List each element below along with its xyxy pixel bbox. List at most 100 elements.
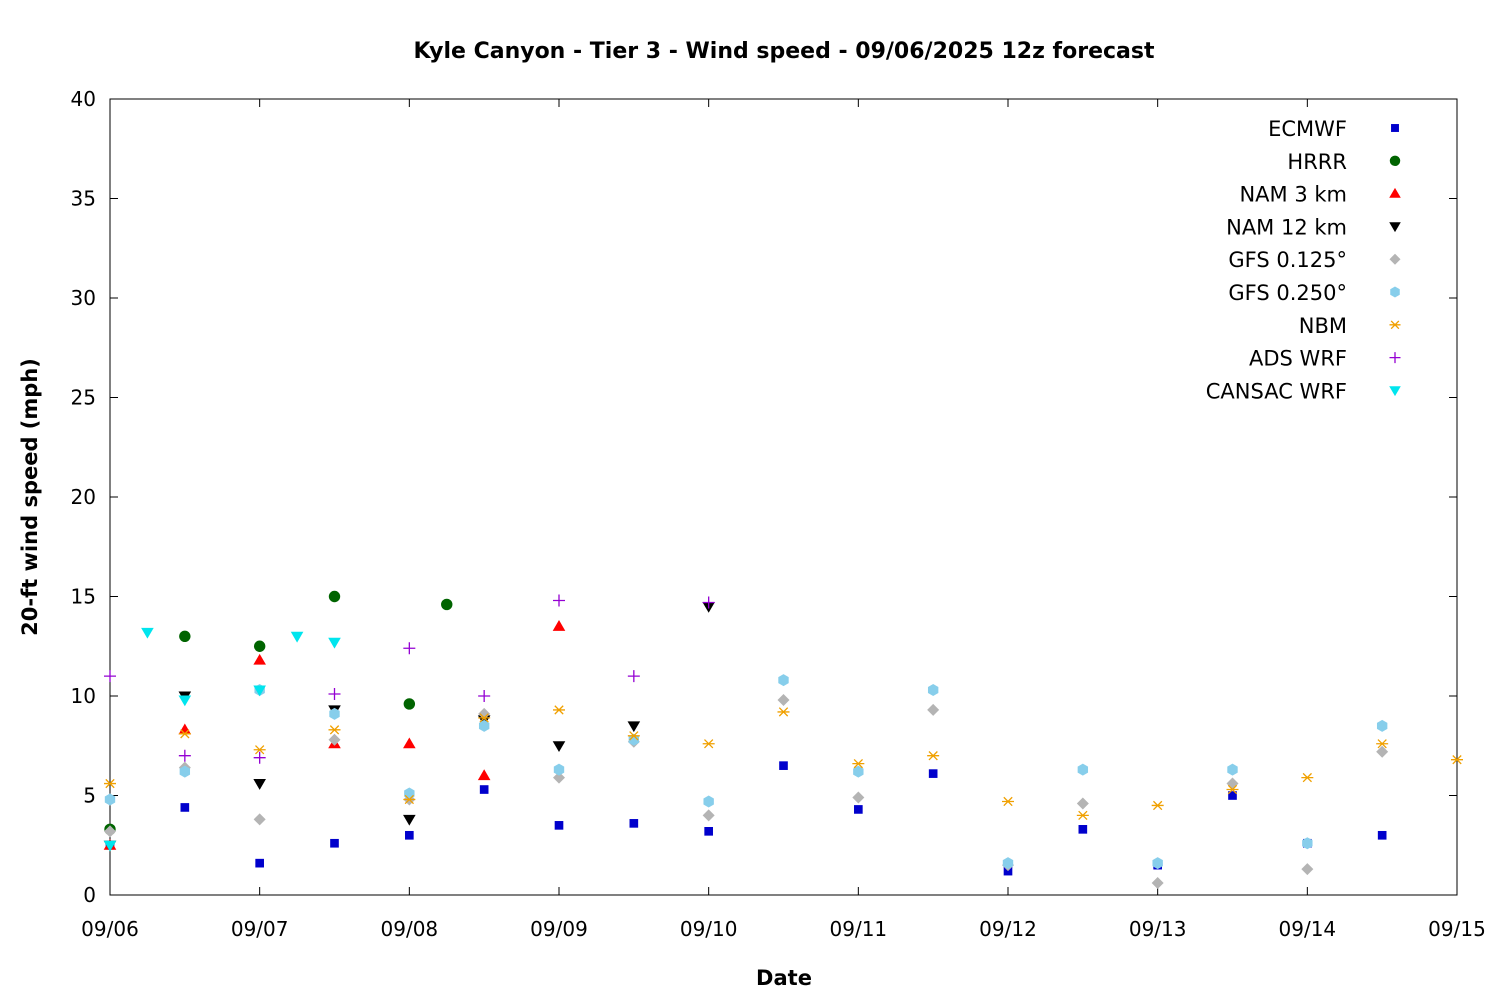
data-point [141, 627, 154, 639]
data-point [702, 596, 715, 609]
data-point [178, 729, 191, 739]
data-point [1226, 784, 1239, 795]
x-tick-label: 09/14 [1279, 917, 1337, 941]
legend-marker [1389, 320, 1401, 330]
data-point [552, 741, 566, 753]
data-point [253, 813, 266, 826]
data-point [553, 705, 565, 715]
data-point [103, 840, 117, 852]
y-tick-label: 0 [83, 883, 96, 907]
data-point [927, 684, 939, 697]
data-point [1227, 763, 1238, 776]
data-point [1376, 719, 1388, 732]
data-point [478, 713, 491, 723]
legend-marker [1389, 352, 1401, 364]
legend-label: NAM 12 km [1226, 215, 1347, 239]
data-point [853, 765, 864, 778]
legend-label: HRRR [1287, 150, 1347, 174]
data-point [1228, 791, 1237, 800]
legend-marker [1389, 386, 1401, 397]
data-point [329, 707, 340, 720]
legend-label: ADS WRF [1249, 347, 1347, 371]
data-point [403, 737, 416, 749]
legend: ECMWF HRRR NAM 3 km NAM 12 km GFS 0.125° GFS … [1206, 117, 1401, 403]
data-point [852, 791, 865, 804]
data-point [253, 745, 266, 755]
data-point [328, 637, 341, 649]
chart-title: Kyle Canyon - Tier 3 - Wind speed - 09/0… [413, 39, 1155, 64]
data-point [779, 761, 788, 770]
data-point [1377, 830, 1387, 840]
data-point [628, 733, 640, 746]
data-point [1376, 739, 1389, 749]
x-tick-label: 09/13 [1129, 917, 1187, 941]
data-point [1302, 837, 1313, 850]
data-point [180, 803, 190, 812]
data-point [178, 723, 192, 735]
data-point [1152, 857, 1163, 870]
data-point [479, 785, 489, 794]
series-8 [103, 627, 341, 852]
legend-marker [1390, 286, 1400, 298]
y-tick-label: 35 [71, 187, 96, 211]
legend-marker [1389, 222, 1401, 233]
data-point [927, 751, 940, 761]
data-point [1151, 800, 1164, 811]
data-point [553, 771, 565, 784]
legend-label: NAM 3 km [1239, 183, 1347, 207]
data-point [1226, 777, 1239, 790]
data-point [328, 733, 341, 746]
series-0 [105, 761, 1387, 876]
data-point [405, 830, 414, 840]
data-point [1077, 763, 1089, 776]
data-point [290, 631, 304, 643]
data-point [253, 779, 266, 790]
y-axis-label: 20-ft wind speed (mph) [18, 358, 42, 636]
data-point [104, 670, 116, 683]
series-3 [103, 601, 715, 852]
data-point [553, 594, 565, 607]
data-point [104, 793, 116, 806]
data-point [1002, 857, 1014, 870]
data-point [253, 685, 266, 697]
y-tick-label: 10 [71, 684, 96, 708]
y-tick-label: 30 [71, 286, 96, 310]
data-point [328, 590, 341, 603]
data-marks [103, 590, 1463, 890]
data-point [328, 725, 341, 735]
data-point [1078, 825, 1088, 834]
legend-marker [1389, 155, 1401, 167]
legend-label: ECMWF [1268, 117, 1347, 141]
y-tick-label: 5 [83, 784, 96, 808]
legend-marker [1389, 187, 1401, 198]
series-6 [104, 705, 1463, 821]
data-point [553, 763, 565, 776]
data-point [178, 695, 192, 707]
data-point [852, 759, 865, 769]
data-point [403, 698, 416, 710]
data-point [403, 814, 416, 826]
legend-label: CANSAC WRF [1206, 379, 1347, 403]
data-point [928, 769, 938, 778]
data-point [104, 825, 116, 838]
data-point [179, 765, 191, 778]
data-point [627, 731, 640, 741]
x-tick-label: 09/12 [979, 917, 1037, 941]
y-tick-label: 25 [71, 386, 96, 410]
data-point [179, 630, 191, 642]
data-point [1076, 810, 1089, 821]
legend-label: GFS 0.250° [1228, 281, 1347, 305]
data-point [1076, 797, 1089, 810]
legend-marker [1389, 253, 1401, 265]
data-point [627, 721, 641, 733]
data-point [777, 707, 790, 717]
data-point [1376, 745, 1389, 758]
data-point [178, 749, 191, 762]
x-tick-label: 09/10 [680, 917, 738, 941]
data-point [478, 690, 491, 702]
series-7 [104, 594, 715, 764]
data-point [478, 719, 490, 732]
data-point [552, 620, 566, 631]
